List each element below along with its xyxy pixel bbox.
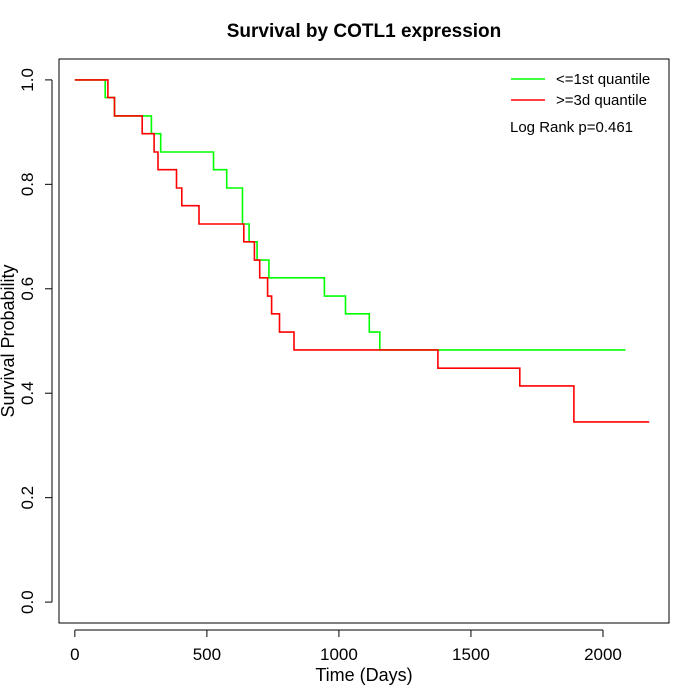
y-tick-label: 1.0 (18, 68, 37, 92)
y-axis: 0.0 0.2 0.4 0.6 0.8 1.0 (18, 68, 53, 614)
plot-border (58, 58, 670, 624)
legend-label-1: <=1st quantile (556, 71, 650, 88)
y-tick-label: 0.2 (18, 486, 37, 510)
x-tick-label: 1500 (452, 645, 490, 664)
x-tick-label: 1000 (320, 645, 358, 664)
survival-curve-2 (74, 79, 650, 423)
survival-curves (74, 79, 650, 423)
y-tick-label: 0.0 (18, 590, 37, 614)
log-rank-annotation: Log Rank p=0.461 (510, 119, 633, 136)
legend: <=1st quantile >=3d quantile (511, 71, 650, 109)
chart-title: Survival by COTL1 expression (227, 21, 502, 42)
x-tick-label: 2000 (584, 645, 622, 664)
x-tick-label: 0 (70, 645, 79, 664)
y-tick-label: 0.6 (18, 277, 37, 301)
legend-label-2: >=3d quantile (556, 92, 647, 109)
y-tick-label: 0.8 (18, 173, 37, 197)
survival-curve-1 (74, 79, 626, 351)
x-axis: 0 500 1000 1500 2000 (70, 629, 622, 664)
y-axis-label: Survival Probability (0, 264, 18, 417)
x-tick-label: 500 (193, 645, 221, 664)
x-axis-label: Time (Days) (315, 665, 412, 685)
y-tick-label: 0.4 (18, 381, 37, 405)
